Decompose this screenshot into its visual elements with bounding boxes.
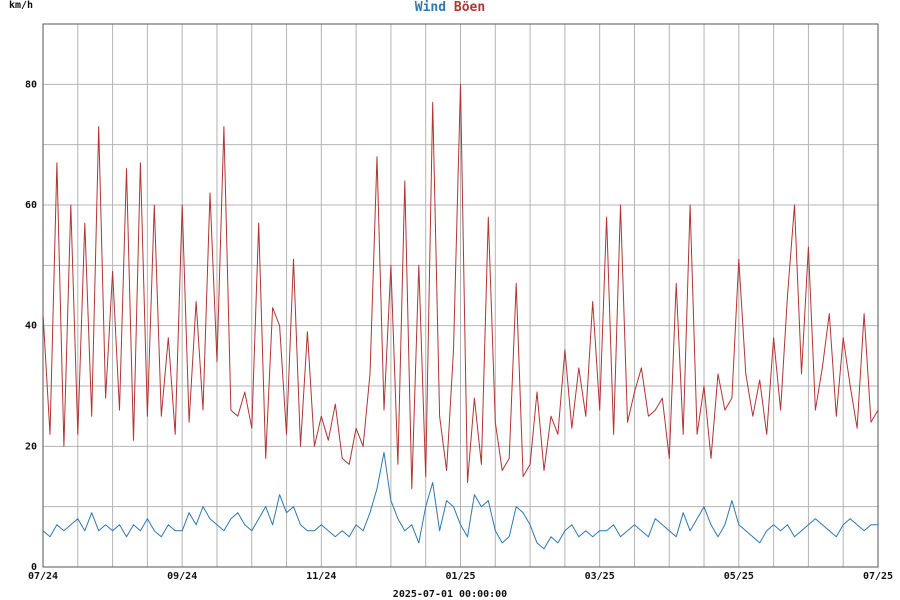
- chart-title: Wind Böen: [0, 0, 900, 16]
- x-tick-label: 11/24: [306, 571, 336, 582]
- x-tick-label: 09/24: [167, 571, 197, 582]
- series-layer: [42, 83, 879, 550]
- plot-frame: [42, 23, 879, 568]
- wind-series-line: [42, 451, 878, 550]
- y-tick-label: 20: [25, 441, 37, 452]
- y-tick-label: 0: [31, 562, 37, 573]
- tick-labels: 0 20 40 60 80 07/24 09/24 11/24 01/25 03/25 05/25 0…: [25, 79, 893, 582]
- y-tick-label: 40: [25, 321, 37, 332]
- title-gust: Böen: [453, 0, 486, 15]
- title-wind: Wind: [414, 0, 447, 15]
- x-tick-label: 03/25: [585, 571, 615, 582]
- y-axis-label: km/h: [9, 0, 34, 11]
- gust-series-line: [42, 83, 879, 490]
- x-tick-label: 05/25: [724, 571, 754, 582]
- x-tick-label: 07/25: [863, 571, 893, 582]
- y-tick-label: 80: [25, 79, 37, 90]
- x-tick-label: 01/25: [445, 571, 475, 582]
- x-axis-label: 2025-07-01 00:00:00: [392, 589, 508, 600]
- x-tick-label: 07/24: [28, 571, 58, 582]
- y-tick-label: 60: [25, 200, 37, 211]
